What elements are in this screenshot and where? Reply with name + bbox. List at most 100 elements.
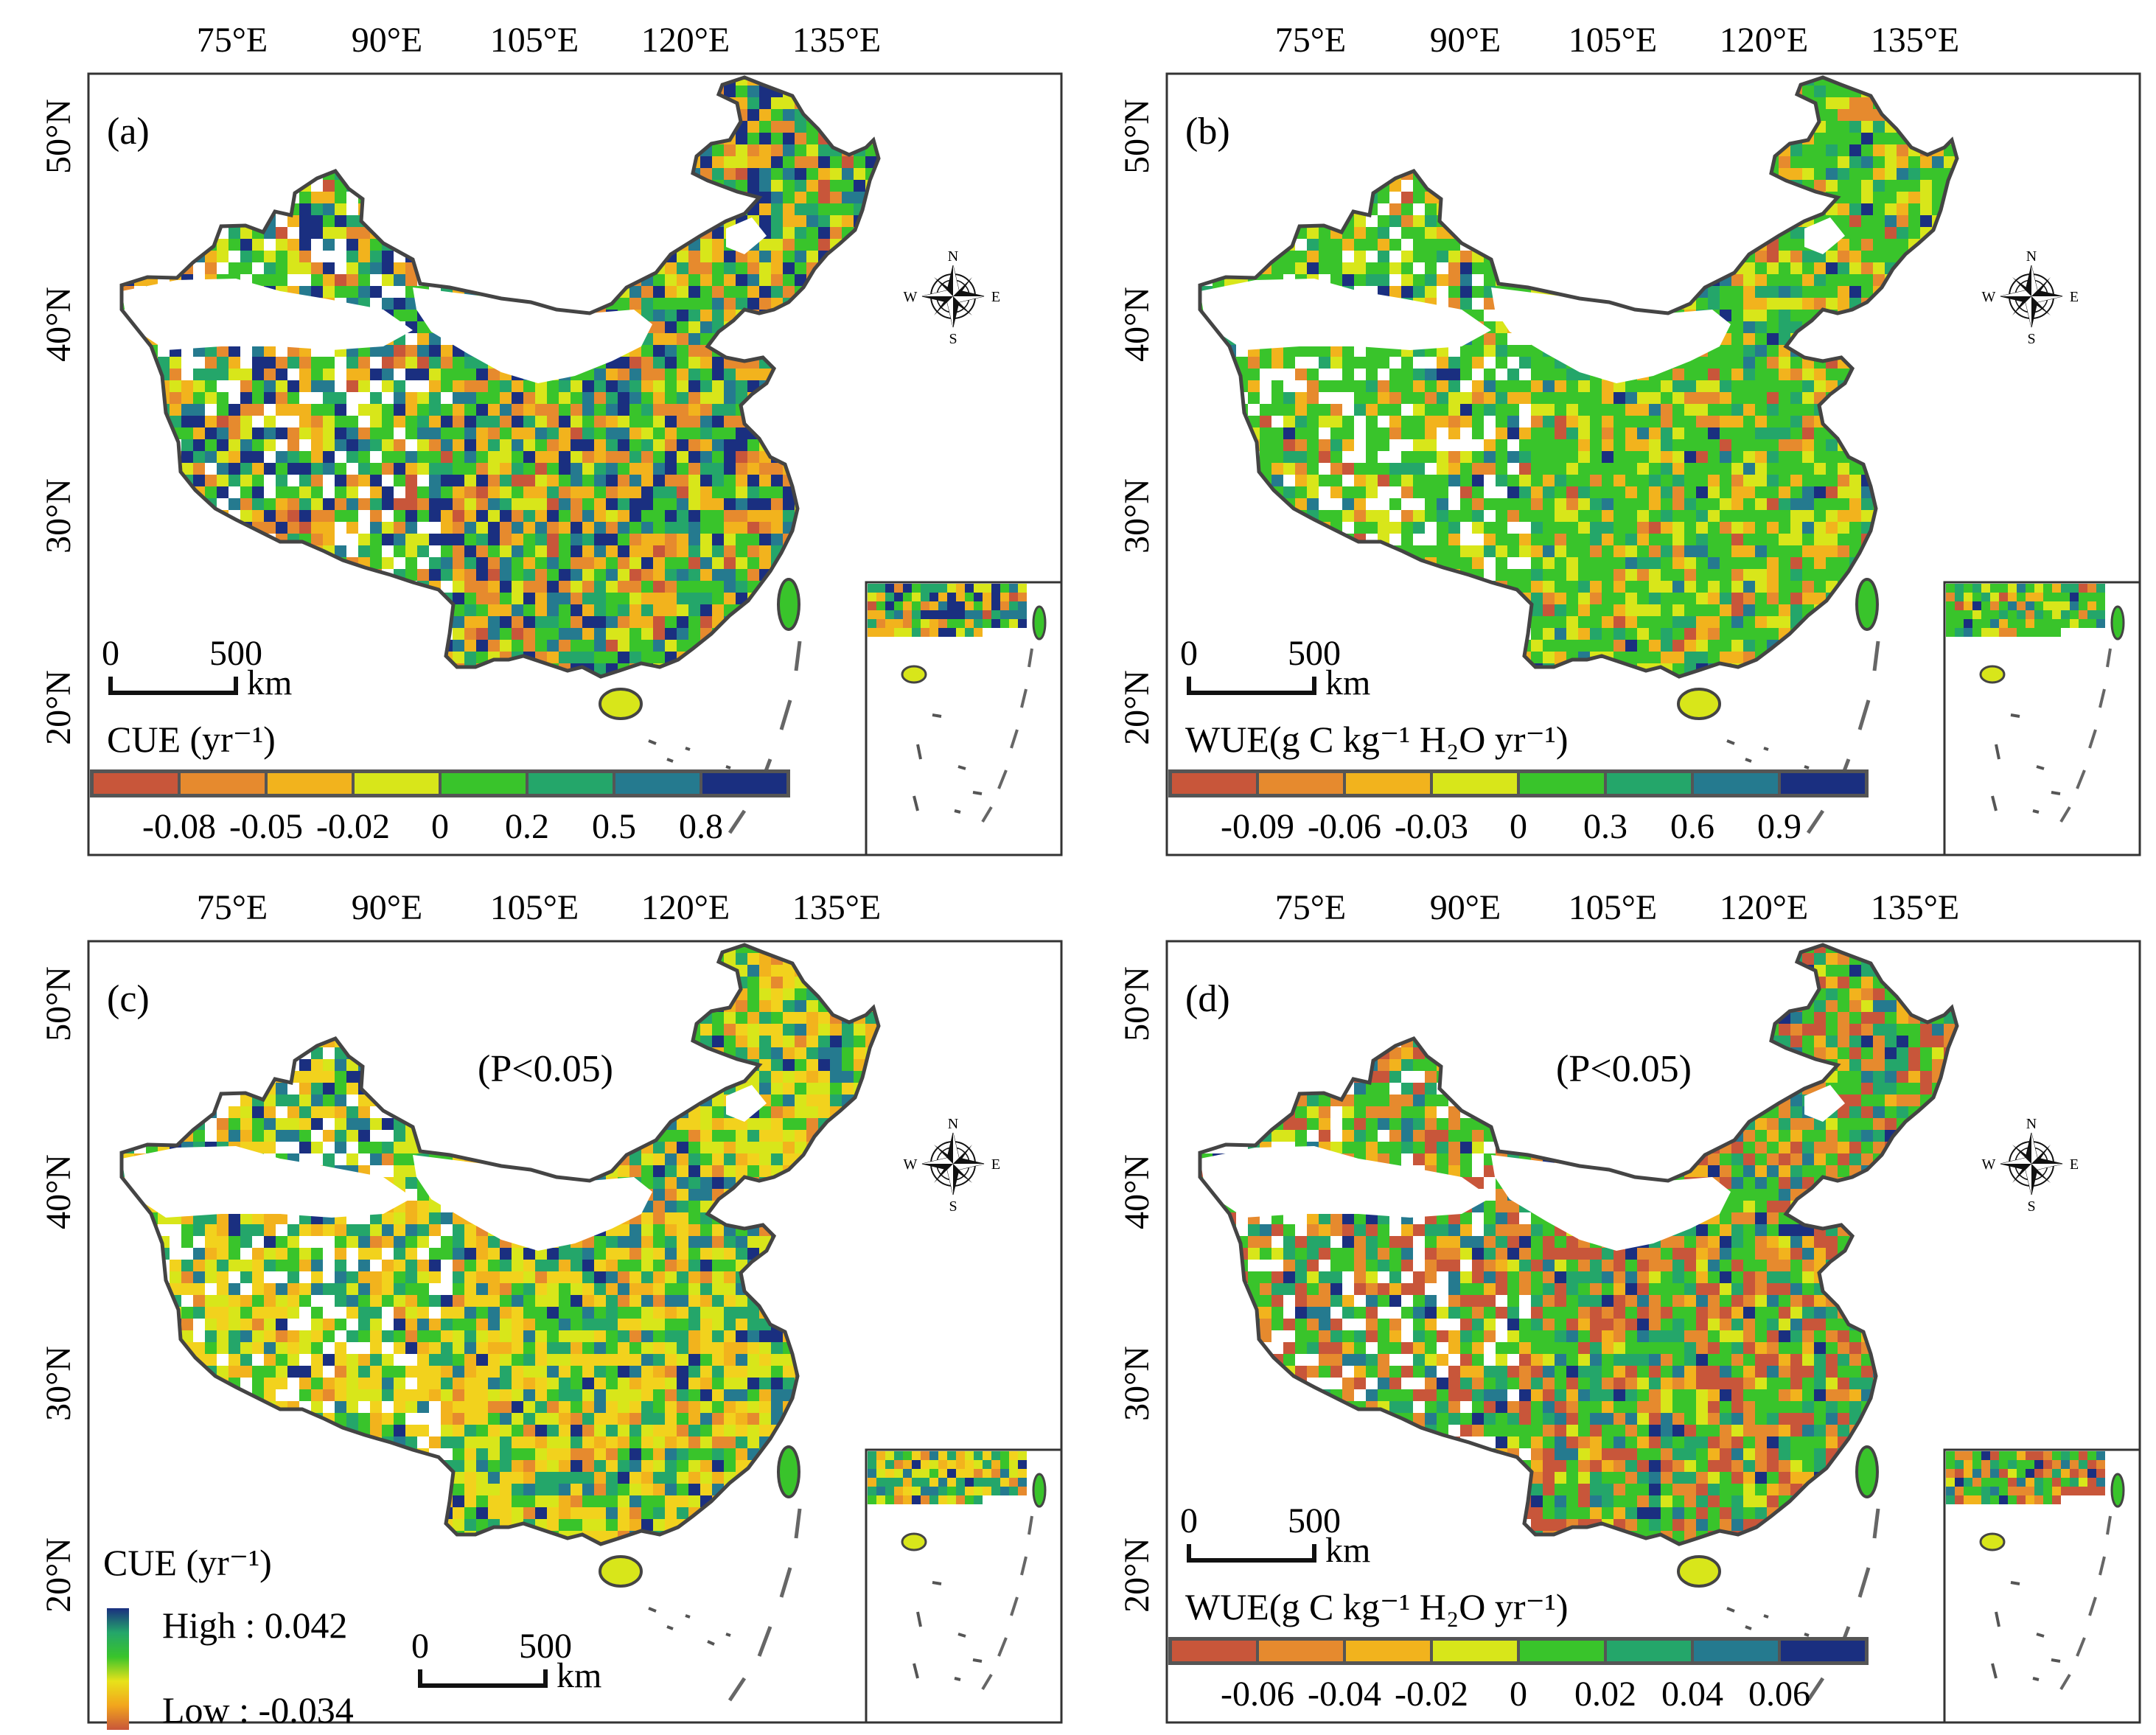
legend-swatch <box>1607 1641 1691 1661</box>
legend-swatch <box>1259 1641 1343 1661</box>
longitude-label: 105°E <box>490 888 579 927</box>
legend-tick-label: 0.02 <box>1574 1675 1636 1714</box>
legend-swatch <box>1259 773 1343 794</box>
islands <box>1677 1445 1880 1702</box>
compass-south-label: S <box>949 1198 957 1215</box>
legend-tick-label: -0.09 <box>1221 807 1294 846</box>
latitude-label: 40°N <box>1117 287 1157 362</box>
longitude-label: 90°E <box>1430 21 1501 60</box>
compass-south-label: S <box>2027 331 2035 347</box>
longitude-label: 90°E <box>1430 888 1501 927</box>
legend-low-label: Low : -0.034 <box>162 1689 354 1731</box>
scale-distance: 500 <box>1288 1501 1341 1540</box>
legend-gradient-bar <box>107 1608 129 1730</box>
legend-tick-label: 0.8 <box>679 807 723 846</box>
scale-distance: 500 <box>209 634 262 673</box>
legend-tick-label: 0.5 <box>592 807 636 846</box>
scale-zero: 0 <box>102 634 119 673</box>
compass-rose: N S E W <box>904 248 1001 347</box>
south-china-sea-inset <box>1943 1448 2141 1724</box>
compass-rose: N S E W <box>1982 248 2079 347</box>
legend-swatch <box>442 773 526 794</box>
legend-swatch <box>355 773 439 794</box>
legend-tick-label: 0 <box>1510 1675 1527 1714</box>
legend-title: CUE (yr⁻¹) <box>107 719 276 760</box>
legend-tick-label: -0.05 <box>229 807 303 846</box>
latitude-label: 50°N <box>1117 99 1157 174</box>
latitude-label: 40°N <box>39 287 78 362</box>
legend-swatch <box>94 773 178 794</box>
map-frame <box>87 940 1063 1724</box>
map-panel-c: 75°E 90°E 105°E 120°E 135°E 50°N 40°N 30°N 20°N N… <box>39 888 1063 1731</box>
compass-east-label: E <box>991 1156 1000 1173</box>
longitude-label: 135°E <box>1871 888 1960 927</box>
latitude-label: 20°N <box>39 670 78 745</box>
islands <box>599 578 802 834</box>
legend-swatch <box>615 773 700 794</box>
panel-letter: (d) <box>1185 978 1230 1020</box>
longitude-label: 90°E <box>352 21 423 60</box>
legend-title: WUE(g C kg⁻¹ H₂O yr⁻¹) <box>1185 719 1569 760</box>
longitude-label: 105°E <box>1569 21 1658 60</box>
legend-swatch <box>1346 773 1430 794</box>
legend-tick-label: -0.06 <box>1308 807 1381 846</box>
legend-tick-label: 0 <box>431 807 449 846</box>
legend-tick-label: 0.2 <box>505 807 549 846</box>
longitude-label: 90°E <box>352 888 423 927</box>
latitude-label: 30°N <box>39 478 78 554</box>
longitude-label: 135°E <box>792 888 882 927</box>
south-china-sea-inset <box>1943 581 2141 856</box>
legend-tick-label: 0 <box>1510 807 1527 846</box>
compass-north-label: N <box>2026 248 2037 265</box>
map-frame <box>1165 940 2141 1724</box>
legend-swatch <box>1781 1641 1865 1661</box>
map-frame <box>1165 72 2141 856</box>
scale-unit: km <box>247 663 292 702</box>
legend-tick-label: 0.3 <box>1583 807 1628 846</box>
scale-unit: km <box>557 1656 601 1695</box>
significance-note: (P<0.05) <box>1556 1048 1692 1090</box>
legend-high-label: High : 0.042 <box>162 1605 347 1646</box>
south-china-sea-inset <box>865 1448 1063 1724</box>
longitude-label: 135°E <box>792 21 882 60</box>
legend-swatch <box>268 773 352 794</box>
compass-east-label: E <box>991 289 1000 305</box>
panel-letter: (c) <box>107 978 150 1020</box>
legend-swatch <box>1520 773 1604 794</box>
legend-swatch <box>1433 1641 1517 1661</box>
map-panel-a: 75°E 90°E 105°E 120°E 135°E 50°N 40°N 30°N 20°N N… <box>39 21 1063 856</box>
islands <box>599 1445 802 1702</box>
legend: WUE(g C kg⁻¹ H₂O yr⁻¹) -0.09 -0.06 -0.03 0 0.… <box>1168 719 1869 846</box>
longitude-label: 120°E <box>1720 888 1809 927</box>
compass-north-label: N <box>2026 1116 2037 1132</box>
longitude-label: 120°E <box>641 888 730 927</box>
scale-unit: km <box>1325 1531 1370 1570</box>
legend: CUE (yr⁻¹) -0.08 -0.05 -0.02 0 0.2 0.5 0.8 <box>90 719 790 846</box>
scale-unit: km <box>1325 663 1370 702</box>
scale-distance: 500 <box>1288 634 1341 673</box>
legend-tick-label: 0.6 <box>1670 807 1714 846</box>
compass-north-label: N <box>948 248 958 265</box>
legend-tick-label: 0.06 <box>1748 1675 1810 1714</box>
latitude-label: 40°N <box>1117 1154 1157 1229</box>
south-china-sea-inset <box>865 581 1063 856</box>
longitude-label: 120°E <box>641 21 730 60</box>
compass-north-label: N <box>948 1116 958 1132</box>
legend-tick-label: -0.08 <box>142 807 216 846</box>
legend-swatch <box>1607 773 1691 794</box>
legend: CUE (yr⁻¹) High : 0.042 Low : -0.034 <box>103 1542 354 1731</box>
latitude-label: 20°N <box>1117 1537 1157 1613</box>
legend: WUE(g C kg⁻¹ H₂O yr⁻¹) -0.06 -0.04 -0.02 0 0.… <box>1168 1586 1869 1714</box>
scale-zero: 0 <box>411 1627 429 1666</box>
legend-title: CUE (yr⁻¹) <box>103 1542 272 1583</box>
longitude-label: 120°E <box>1720 21 1809 60</box>
significance-note: (P<0.05) <box>478 1048 613 1090</box>
panel-letter: (b) <box>1185 111 1230 153</box>
legend-tick-label: 0.9 <box>1757 807 1801 846</box>
latitude-label: 20°N <box>39 1537 78 1613</box>
